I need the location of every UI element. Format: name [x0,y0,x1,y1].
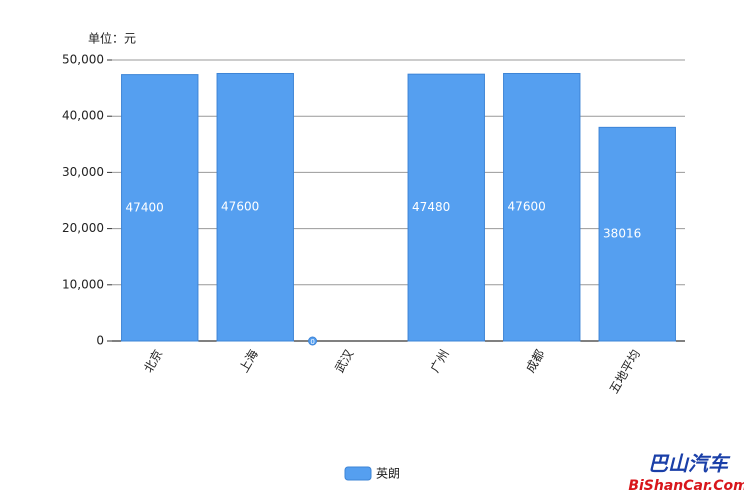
y-tick-label: 40,000 [62,109,104,123]
bar [598,126,676,342]
value-label: 47400 [126,200,164,214]
y-tick-label: 20,000 [62,221,104,235]
legend-swatch [344,466,372,481]
watermark-title: 巴山汽车 [648,452,731,476]
value-label: 47600 [508,200,546,214]
bar [121,74,199,342]
value-label: 38016 [603,227,641,241]
y-tick-label: 50,000 [62,53,104,67]
y-tick-label: 10,000 [62,277,104,291]
value-label: 47600 [221,200,259,214]
bar [503,72,581,342]
x-tick-label: 上海 [236,347,261,375]
x-tick-label: 广州 [428,347,452,375]
x-tick-label: 成都 [523,347,547,375]
bar [407,73,485,342]
watermark-url: BiShanCar.Com [628,478,744,494]
x-tick-label: 武汉 [332,347,356,375]
x-tick-label: 北京 [141,347,165,375]
bar [308,336,318,346]
unit-label: 单位：元 [88,31,136,46]
y-tick-label: 30,000 [62,165,104,179]
legend-label: 英朗 [376,467,400,481]
value-label: 47480 [412,200,450,214]
bar [216,72,294,342]
x-tick-label: 五地平均 [607,347,643,396]
value-label: 0 [310,338,314,346]
y-tick-label: 0 [96,334,104,348]
